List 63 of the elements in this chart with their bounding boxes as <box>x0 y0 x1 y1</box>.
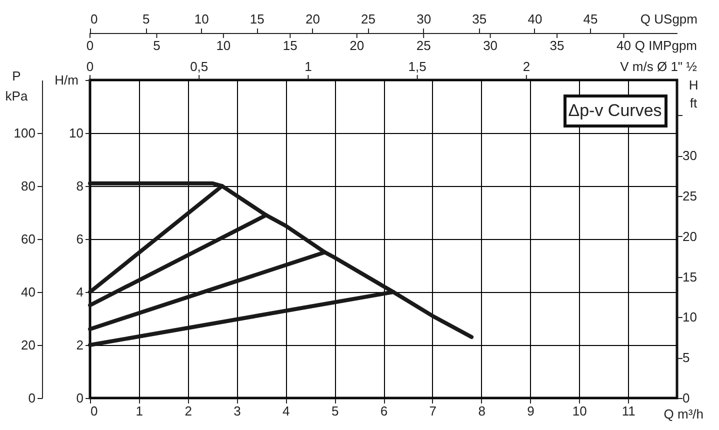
x2-tick-label: 15 <box>250 12 264 26</box>
y-tick-label: 10 <box>69 126 84 140</box>
x2-tick-label: 30 <box>416 12 432 26</box>
x-tick-label: 3 <box>234 404 241 418</box>
y2-tick-label: 10 <box>682 310 697 325</box>
x2-tick-label: 40 <box>528 12 542 26</box>
y-axis-title: H/m <box>54 72 78 88</box>
text: 0 <box>86 59 94 74</box>
x2-axis-title: Q USgpm <box>640 12 698 26</box>
y3-tick-label: 80 <box>21 178 36 194</box>
x-tick-label: 2 <box>184 404 192 418</box>
text: 30 <box>483 38 498 53</box>
y3-axis-title: P kPa <box>5 68 28 104</box>
x2-tick-label: 5 <box>142 12 150 26</box>
y-tick-label: 0 <box>76 390 84 406</box>
y2-tick-label: 25 <box>682 188 697 204</box>
y2-tick-label: 5 <box>682 350 690 366</box>
x-tick-label: 6 <box>380 404 388 418</box>
x-tick-label: 7 <box>429 404 437 418</box>
y2-tick-label: 30 <box>682 148 697 164</box>
y2-tick-label: 0 <box>682 390 690 406</box>
text: 1 <box>304 59 312 74</box>
text: 1,5 <box>408 59 426 74</box>
x-axis-title: Q m³/h <box>664 406 704 422</box>
y3-tick-label: 20 <box>21 338 36 352</box>
x2-tick-label: 0 <box>90 12 98 26</box>
annotation: Δp-v Curves <box>568 101 662 120</box>
x2-tick-label: 20 <box>305 12 320 26</box>
y-tick-label: 2 <box>76 338 84 352</box>
text: 0 <box>86 38 94 53</box>
y3-tick-label: 0 <box>28 390 36 406</box>
y-tick-label: 6 <box>76 232 84 246</box>
x2-tick-label: 25 <box>361 12 376 26</box>
x-tick-label: 10 <box>572 404 587 418</box>
x-tick-label: 8 <box>478 404 486 418</box>
text: 35 <box>550 38 564 53</box>
text: 40 <box>616 38 631 53</box>
x-tick-label: 0 <box>90 404 98 418</box>
x-tick-label: 4 <box>282 404 290 418</box>
x2-tick-label: 45 <box>583 12 598 26</box>
y2-tick-label: 20 <box>682 228 697 244</box>
text: 25 <box>416 38 431 53</box>
text: V m/s Ø 1" ½ <box>620 59 698 74</box>
y2-tick-label: 15 <box>682 269 697 284</box>
y3-tick-label: 100 <box>14 126 36 140</box>
y3-tick-label: 60 <box>21 232 36 246</box>
text: 10 <box>216 38 231 53</box>
y-tick-label: 4 <box>76 284 84 300</box>
text: Q IMPgpm <box>634 38 697 53</box>
x2-tick-label: 10 <box>194 12 209 26</box>
x-tick-label: 5 <box>331 404 339 418</box>
x-tick-label: 9 <box>527 404 534 418</box>
x-tick-label: 11 <box>622 404 636 418</box>
y2-axis-title: H ft <box>688 78 698 110</box>
text: 0,5 <box>190 59 208 74</box>
text: 2 <box>522 59 530 74</box>
x-tick-label: 1 <box>136 404 144 418</box>
x2-tick-label: 35 <box>472 12 487 26</box>
text: 20 <box>350 38 364 53</box>
y3-tick-label: 40 <box>21 284 36 300</box>
text: 15 <box>282 38 298 53</box>
text: 5 <box>153 38 160 53</box>
y-tick-label: 8 <box>76 178 84 194</box>
